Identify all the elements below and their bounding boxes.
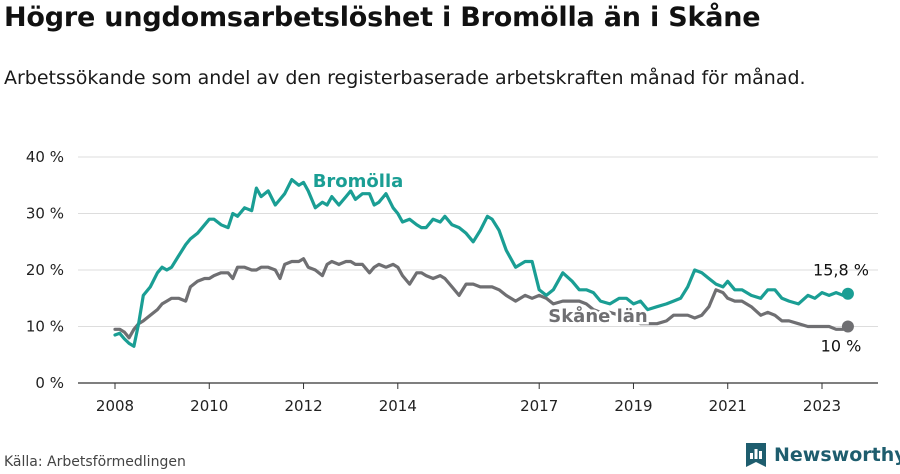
x-tick-label: 2017 [520, 397, 558, 415]
x-tick-label: 2012 [284, 397, 322, 415]
label-layer: Bromölla Skåne län 15,8 % 10 % [310, 169, 869, 356]
y-tick-label: 0 % [35, 374, 64, 392]
x-tick-label: 2014 [379, 397, 417, 415]
series-layer [113, 178, 854, 348]
axis-layer: 0 % 10 % 20 % 30 % 40 % 2008 2010 2012 2014 2017 2… [26, 148, 878, 415]
series-label-bromolla: Bromölla [313, 171, 404, 192]
source-note: Källa: Arbetsförmedlingen [4, 454, 186, 470]
end-label-bromolla: 15,8 % [813, 261, 869, 280]
newsworthy-logo-icon [746, 443, 766, 467]
y-tick-label: 10 % [26, 318, 64, 336]
x-tick-label: 2021 [709, 397, 747, 415]
y-tick-label: 40 % [26, 148, 64, 166]
line-chart: 0 % 10 % 20 % 30 % 40 % 2008 2010 2012 2014 2017 2… [26, 148, 878, 415]
series-line-skane [113, 257, 850, 340]
brand-logo[interactable]: Newsworthy [744, 442, 900, 468]
chart-title: Högre ungdomsarbetslöshet i Bromölla än … [4, 2, 761, 33]
x-tick-label: 2008 [96, 397, 134, 415]
x-tick-label: 2023 [803, 397, 841, 415]
chart-subtitle: Arbetssökande som andel av den registerb… [4, 67, 806, 89]
series-label-skane: Skåne län [548, 305, 648, 327]
y-tick-label: 30 % [26, 205, 64, 223]
x-tick-label: 2019 [614, 397, 652, 415]
end-label-skane: 10 % [821, 337, 862, 356]
end-point-bromolla [841, 287, 854, 300]
end-point-skane [841, 320, 854, 333]
series-line-bromolla [113, 178, 850, 348]
grid-layer [78, 156, 878, 327]
y-tick-label: 20 % [26, 261, 64, 279]
x-tick-label: 2010 [190, 397, 228, 415]
brand-name: Newsworthy [774, 444, 900, 466]
